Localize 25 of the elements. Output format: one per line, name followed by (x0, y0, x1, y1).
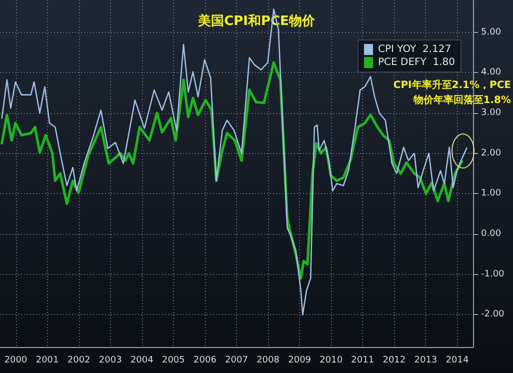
y-tick-label: -1.00 (481, 269, 505, 280)
legend-label: PCE DEFY 1.80 (378, 57, 456, 68)
x-tick-label: 2011 (351, 356, 374, 366)
x-tick-label: 2010 (320, 356, 343, 366)
x-tick-label: 2012 (382, 356, 406, 366)
y-tick-label: -2.00 (481, 310, 505, 320)
y-tick-label: 1.00 (481, 188, 502, 199)
x-tick-label: 2002 (67, 356, 90, 366)
x-tick-label: 2007 (225, 356, 248, 366)
x-tick-label: 2006 (194, 356, 217, 366)
x-tick-label: 2014 (446, 356, 469, 366)
x-tick-label: 2009 (288, 356, 312, 366)
x-tick-label: 2004 (130, 356, 154, 366)
x-tick-label: 2001 (36, 356, 59, 366)
x-tick-label: 2005 (162, 356, 185, 366)
y-tick-label: 3.00 (481, 108, 502, 118)
x-tick-label: 2003 (98, 356, 122, 366)
y-tick-label: 4.00 (481, 68, 502, 78)
x-tick-label: 2000 (4, 356, 28, 366)
y-tick-label: 5.00 (481, 27, 502, 38)
y-tick-label: 0.00 (481, 229, 502, 240)
y-tick-label: 2.00 (481, 148, 502, 158)
x-tick-label: 2008 (256, 356, 280, 366)
legend-label: CPI YOY 2.127 (378, 44, 452, 55)
x-tick-label: 2013 (414, 356, 438, 366)
